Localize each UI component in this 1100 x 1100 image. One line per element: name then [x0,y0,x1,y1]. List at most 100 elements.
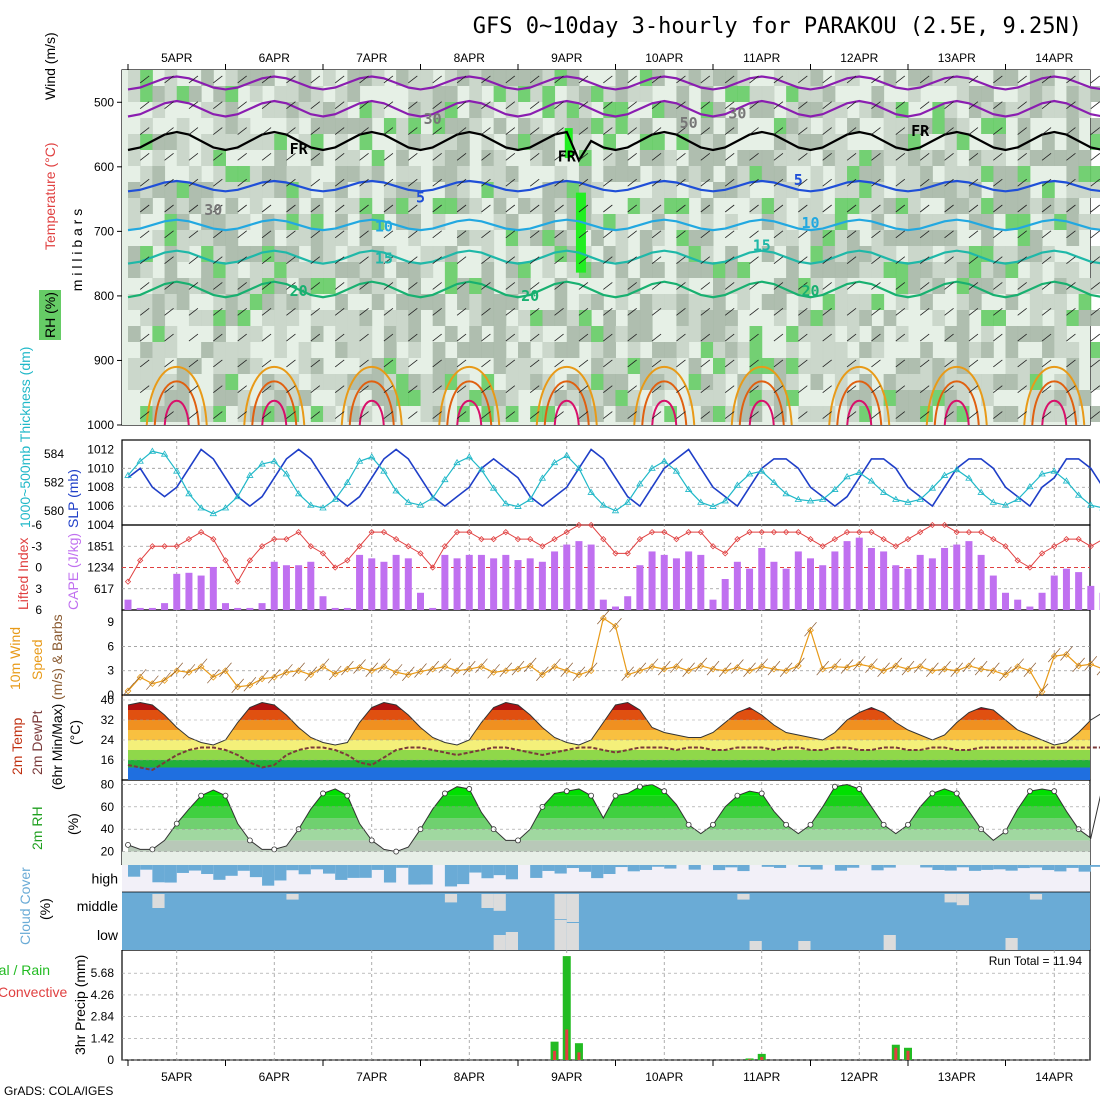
wind-barb [919,127,930,135]
surface-wind-barb [438,658,452,673]
surface-wind-barb [950,662,964,677]
wind-barb [993,307,1003,316]
isotherm-25-loop [243,366,306,426]
thickness-marker [660,457,668,464]
rh-cell [493,310,507,326]
wind-speed-marker [916,663,924,671]
precip-convective-bar [748,1059,752,1060]
thickness-marker [928,484,937,491]
rh-cell [847,182,860,198]
rh-marker [710,821,716,828]
wind-barb [944,127,954,135]
cloud-low-gap [1005,938,1018,950]
wind-tick-label: 9 [107,615,114,629]
wind-barb [822,333,832,342]
rh-cell [310,358,324,374]
rh-cell [371,278,385,294]
rh-cell [176,198,190,214]
rh-cell [713,374,726,390]
li-tick-label: -6 [31,518,42,532]
cape-bar [551,551,559,610]
rh-cell [1042,326,1055,342]
rh-cell [1029,358,1043,374]
cloud-low-gap [798,941,811,950]
cloud-high-bar [323,865,336,874]
wind-speed-marker [941,665,948,673]
rh-cell [359,118,373,134]
wind-barb [993,282,1003,290]
wind-barb [895,282,906,290]
cape-bar [672,558,680,610]
rh-cell [188,230,202,246]
surface-wind-barb [536,666,549,681]
rh-cell [920,166,933,182]
rh-cell [847,262,860,278]
wind-barb [139,359,150,368]
rh-cell [225,214,239,230]
wind-barb [237,256,247,264]
wind-speed-marker [514,665,522,673]
wind-barb [237,307,247,316]
rh-cell [408,390,421,406]
rh-cell [1042,198,1055,214]
wind-barb [529,101,540,110]
rh-cell [981,326,994,342]
thickness-marker [648,464,656,471]
rh-marker [1051,788,1058,795]
rh-cell [176,230,190,246]
rh-cell [505,278,519,294]
wind-barb [505,153,516,161]
rh-cell [908,134,921,150]
rh-cell [359,326,373,342]
rh-cell [859,166,872,182]
li-marker [709,543,717,550]
rh-cell [944,182,958,198]
cloud-high-bar [566,865,579,869]
isotherm-25-loop [925,366,988,426]
cloud-label-bg [72,865,122,950]
wind-barb [286,204,296,213]
rh-cell [298,262,312,278]
rh-cell [164,182,178,198]
surface-wind-barb [231,678,244,694]
isotherm-15 [127,249,1100,265]
wind-barb [700,127,711,135]
thickness-marker [258,460,266,467]
wind-barb [895,307,906,316]
wind-barb [993,359,1003,368]
rh-cell [749,342,763,358]
wind-barb [651,153,662,161]
cloud-middle-gap [286,894,299,900]
temp-ylabel-4: (°C) [67,720,83,745]
wind-barb [237,411,247,419]
bottom-date-label: 9APR [551,1070,583,1084]
rh-cell [993,374,1006,390]
surface-wind-barb [694,657,708,673]
wind-barb [359,385,369,394]
thickness-marker [173,467,181,474]
rh-cell [274,262,287,278]
wind-barb [383,256,394,264]
surface-wind-barb [255,670,269,686]
surface-wind-barb [1084,656,1098,671]
li-marker [904,536,912,543]
rh-cell [164,134,178,150]
wind-barb [919,101,930,110]
thickness-marker [831,485,839,492]
rh-cell [859,198,872,214]
rh-cell [786,230,799,246]
rh-cell [688,230,702,246]
cape-bar [758,548,766,610]
wind-barb [1066,153,1076,161]
wind-barb [529,359,540,368]
thickness-marker [294,490,303,497]
rh-cell [908,214,921,230]
rh-cell [1090,166,1100,182]
rh-cell [323,406,336,422]
rh-cell [420,134,434,150]
cloud-middle-gap [481,894,494,908]
rh-cell [249,166,263,182]
cloud-high-bar [1066,865,1079,868]
li-marker [929,521,936,529]
